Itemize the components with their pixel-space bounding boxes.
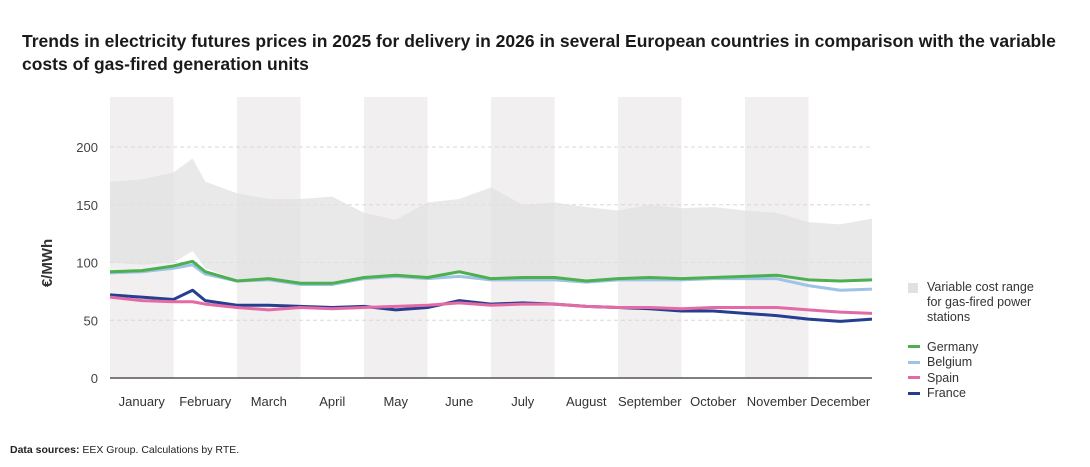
x-tick-label: November	[747, 394, 808, 409]
series-line-spain	[109, 295, 873, 315]
x-tick-label: October	[690, 394, 737, 409]
legend-label: France	[927, 386, 966, 401]
x-tick-label: January	[119, 394, 166, 409]
x-tick-label: December	[810, 394, 871, 409]
data-source: Data sources: EEX Group. Calculations by…	[10, 444, 239, 456]
chart-title: Trends in electricity futures prices in …	[22, 31, 1056, 74]
source-label: Data sources:	[10, 444, 80, 456]
y-tick-label: 50	[84, 313, 98, 328]
series-line-france	[109, 288, 873, 323]
x-tick-label: May	[383, 394, 408, 409]
legend-label: Spain	[927, 370, 959, 385]
legend-swatch	[908, 345, 920, 349]
y-tick-label: 150	[76, 198, 98, 213]
y-tick-label: 0	[91, 371, 98, 386]
x-tick-label: February	[179, 394, 232, 409]
x-tick-label: September	[618, 394, 682, 409]
legend-item-spain: Spain	[908, 370, 978, 386]
legend-swatch	[908, 360, 920, 364]
source-text: EEX Group. Calculations by RTE.	[79, 444, 240, 456]
x-tick-label: August	[566, 394, 607, 409]
x-tick-label: April	[319, 394, 345, 409]
y-axis-label: €/MWh	[39, 239, 56, 287]
y-tick-label: 100	[76, 256, 98, 271]
x-tick-label: July	[511, 394, 535, 409]
range-swatch	[908, 283, 918, 293]
legend-item-france: France	[908, 386, 978, 402]
legend-item-germany: Germany	[908, 339, 978, 355]
legend-swatch	[908, 376, 920, 380]
legend-swatch	[908, 391, 920, 395]
line-chart: 0 50 100 150 200 January February March April Ma…	[39, 97, 873, 409]
series-line-belgium	[109, 263, 873, 292]
x-tick-label: June	[445, 394, 473, 409]
x-tick-label: March	[251, 394, 287, 409]
legend: Germany Belgium Spain France	[908, 339, 978, 401]
legend-range-label: Variable cost range for gas-fired power …	[927, 280, 1034, 324]
legend-range: Variable cost range for gas-fired power …	[908, 280, 1047, 325]
series-line-germany	[109, 259, 873, 285]
y-tick-label: 200	[76, 140, 98, 155]
legend-label: Belgium	[927, 355, 973, 370]
gas-cost-range-area	[110, 158, 872, 286]
legend-item-belgium: Belgium	[908, 355, 978, 371]
legend-label: Germany	[927, 339, 979, 354]
